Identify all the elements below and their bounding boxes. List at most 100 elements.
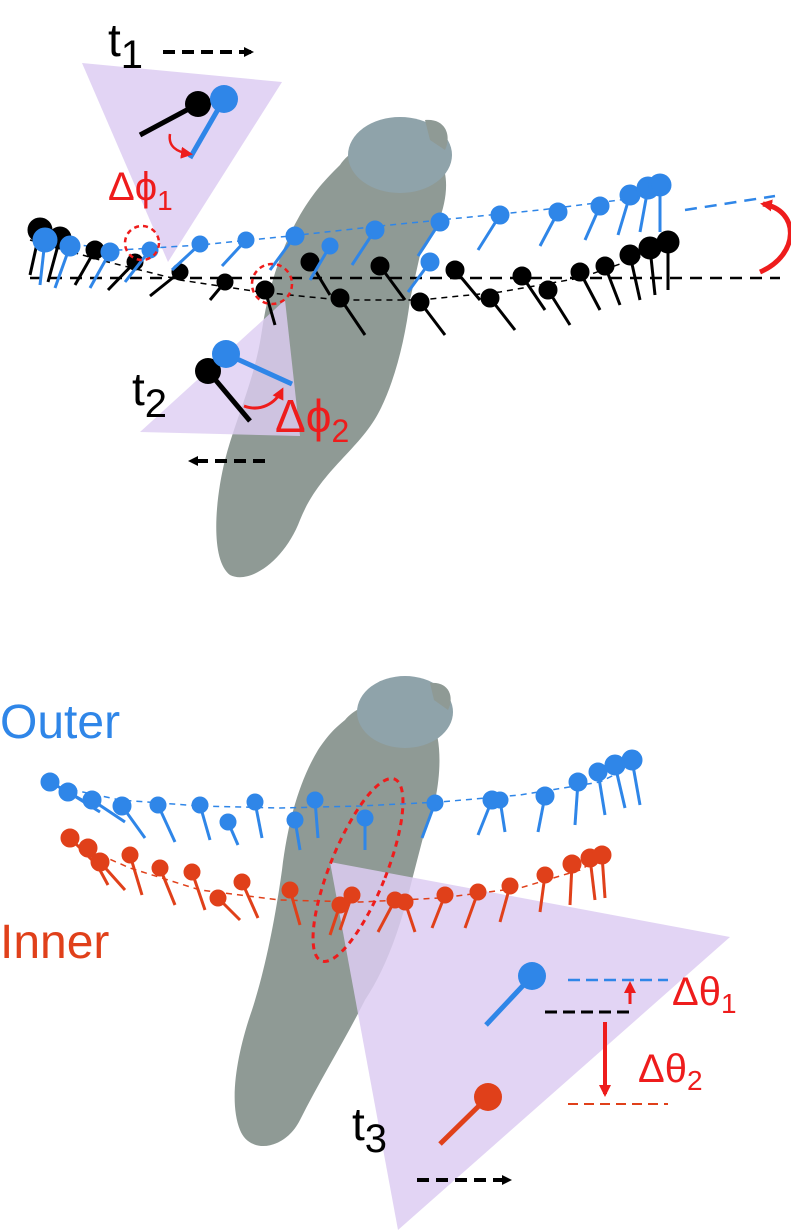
blue-wing-marker xyxy=(648,173,672,232)
outer-wing-marker xyxy=(306,791,324,839)
outer-wing-marker xyxy=(621,749,643,806)
black-wing-marker xyxy=(330,288,367,336)
fly-eye-bump xyxy=(430,682,451,710)
black-wing-marker xyxy=(638,236,662,296)
delta-phi2-arrow xyxy=(243,387,284,410)
inner-wing-marker xyxy=(90,852,127,891)
outer-wing-marker xyxy=(112,796,147,839)
fly-body-silhouette-bottom xyxy=(234,676,453,1147)
blue-wing-marker xyxy=(32,227,58,286)
fly-head xyxy=(357,676,453,748)
label-outer: Outer xyxy=(0,696,120,749)
fly-abdomen xyxy=(234,701,440,1147)
blue-wing-marker xyxy=(350,220,385,266)
delta-phi1-arrow xyxy=(168,133,193,159)
view-cone-t1 xyxy=(82,63,282,262)
view-cone-t3 xyxy=(330,862,730,1230)
black-wing-marker xyxy=(538,280,572,326)
black-wing-marker xyxy=(570,262,602,311)
inner-wing-marker xyxy=(592,845,612,899)
label-t1: t1 xyxy=(108,14,143,77)
black-wing-marker xyxy=(480,288,517,331)
outer-wing-marker xyxy=(588,762,608,816)
black-wing-marker xyxy=(656,230,680,290)
outer-wing-marker xyxy=(82,790,126,824)
outer-wing-marker xyxy=(604,754,627,809)
outer-wing-marker xyxy=(149,796,177,843)
blue-wing-marker xyxy=(416,212,450,257)
black-wing-marker xyxy=(445,260,482,301)
inner-wing-marker xyxy=(430,886,454,929)
zoom-wing-t1 xyxy=(138,85,238,160)
inner-wing-marker xyxy=(463,883,487,929)
fly-eye-bump xyxy=(425,119,448,150)
blue-wing-marker xyxy=(308,237,339,281)
inner-wing-series xyxy=(60,828,612,936)
black-wing-marker xyxy=(619,244,642,301)
inner-wing-marker xyxy=(233,873,260,919)
outer-wing-marker xyxy=(219,813,240,846)
black-wing-marker xyxy=(208,273,234,301)
blue-wing-marker xyxy=(476,205,510,251)
inner-wing-marker xyxy=(498,877,519,923)
outer-wing-marker xyxy=(191,796,212,841)
inner-wing-marker xyxy=(281,881,302,926)
highlight-circle-t1 xyxy=(123,224,161,262)
label-t2: t2 xyxy=(132,363,167,426)
zoom-wings-t3 xyxy=(438,962,668,1146)
black-wing-marker xyxy=(370,256,407,301)
black-wing-marker xyxy=(410,292,447,336)
black-wing-marker xyxy=(595,256,622,306)
highlight-circle-t2 xyxy=(250,262,294,306)
outer-wing-marker xyxy=(491,791,509,833)
inner-wing-marker xyxy=(121,846,144,896)
bottom-panel: Outer Inner t3 Δθ1 Δθ2 xyxy=(0,676,737,1230)
label-delta-phi2: Δϕ2 xyxy=(275,390,349,449)
outer-wing-marker xyxy=(535,786,555,833)
fly-abdomen xyxy=(216,139,447,578)
blue-wing-marker xyxy=(53,235,81,289)
top-panel: t1 t2 Δϕ1 Δϕ2 xyxy=(27,14,791,578)
label-t3: t3 xyxy=(352,1098,387,1161)
black-wing-marker xyxy=(255,280,277,326)
zoom-wing-t2 xyxy=(195,340,294,423)
black-wing-marker xyxy=(300,252,332,296)
blue-wing-series xyxy=(32,173,672,293)
fly-body-silhouette-top xyxy=(216,117,452,578)
inner-wing-marker xyxy=(562,854,582,906)
outer-wing-marker xyxy=(420,794,444,839)
inner-wing-marker xyxy=(396,893,417,933)
black-wing-marker xyxy=(149,263,189,298)
blue-wing-marker xyxy=(170,235,209,272)
blue-wing-marker xyxy=(123,241,159,283)
outer-wing-marker xyxy=(246,793,264,839)
blue-wing-marker xyxy=(538,202,568,247)
blue-wing-marker xyxy=(406,252,440,293)
highlight-ellipse-t3 xyxy=(311,777,405,963)
blue-wing-marker xyxy=(268,226,305,271)
blue-wing-marker xyxy=(616,184,641,236)
inner-wing-marker xyxy=(151,859,177,906)
inner-wing-marker xyxy=(536,866,554,913)
outer-wing-marker xyxy=(286,811,304,851)
label-inner: Inner xyxy=(0,916,109,969)
blue-wing-marker xyxy=(88,242,120,289)
outer-wing-marker xyxy=(356,809,374,850)
label-delta-theta1: Δθ1 xyxy=(672,970,737,1019)
label-delta-phi1: Δϕ1 xyxy=(108,165,173,216)
stroke-plane-rotation-arrow xyxy=(758,199,791,275)
inner-stroke-line xyxy=(69,841,601,903)
black-wing-marker xyxy=(512,266,547,311)
blue-wing-marker xyxy=(220,231,255,268)
outer-wing-marker xyxy=(568,772,588,826)
blue-reference-line xyxy=(684,194,776,212)
outer-stroke-line xyxy=(49,761,641,809)
fly-head xyxy=(348,117,452,193)
inner-wing-marker xyxy=(183,863,207,911)
outer-wing-series xyxy=(40,749,643,851)
blue-wing-marker xyxy=(583,196,610,241)
inner-wing-marker xyxy=(338,886,361,931)
inner-wing-marker xyxy=(209,889,242,922)
label-delta-theta2: Δθ2 xyxy=(638,1047,703,1096)
